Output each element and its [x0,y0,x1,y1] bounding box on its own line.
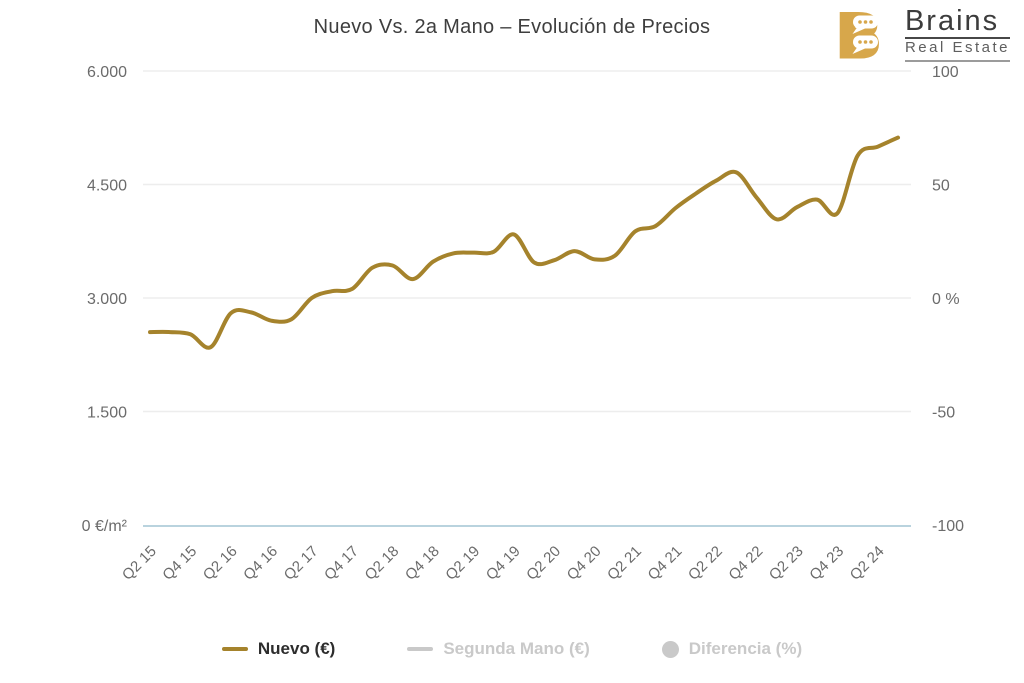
nuevo-line-marker [221,647,248,651]
x-tick-label: Q2 19 [442,543,483,584]
x-tick-label: Q2 21 [604,543,645,584]
x-tick-label: Q2 23 [766,543,807,584]
svg-text:B: B [839,7,880,61]
y-axis-right-label: 100 [932,64,959,81]
x-tick-label: Q4 17 [321,543,362,584]
diferencia-circle-marker [661,640,679,658]
x-tick-label: Q4 21 [645,543,686,584]
legend-item-segunda-mano[interactable]: Segunda Mano (€) [407,639,590,659]
speech-bubble-bottom [852,35,878,55]
x-tick-label: Q4 16 [240,543,281,584]
x-tick-label: Q4 18 [402,543,443,584]
x-tick-label: Q4 22 [725,543,766,584]
y-axis-left-label: 4.500 [87,178,127,195]
logo-name: Brains [904,6,1010,40]
x-tick-label: Q2 24 [847,543,888,584]
y-axis-left-label: 1.500 [87,405,127,422]
nuevo-series-line [148,135,900,350]
x-tick-label: Q2 15 [119,543,160,584]
x-tick-label: Q2 18 [361,543,402,584]
logo-b-icon: B [839,7,883,61]
logo-tagline: Real Estate [904,39,1010,63]
legend-item-nuevo[interactable]: Nuevo (€) [221,639,336,659]
x-tick-label: Q2 20 [523,543,564,584]
x-tick-label: Q4 19 [483,543,524,584]
segunda-mano-line-marker [407,647,434,651]
y-axis-left-label: 6.000 [87,64,127,81]
y-axis-right-label: 0 % [932,291,960,308]
y-axis-right-label: -100 [932,518,964,535]
y-axis-left-label: 0 €/m² [82,518,128,535]
chart-legend: Nuevo (€) Segunda Mano (€) Diferencia (%… [0,639,1024,659]
y-axis-right-label: 50 [932,178,950,195]
price-evolution-chart: 6.000 4.500 3.000 1.500 0 €/m² 100 50 0 % -50 -10… [82,64,964,584]
x-tick-label: Q2 22 [685,543,726,584]
legend-item-diferencia[interactable]: Diferencia (%) [661,639,803,659]
x-tick-label: Q4 23 [806,543,847,584]
y-axis-left-label: 3.000 [87,291,127,308]
legend-label-segunda-mano: Segunda Mano (€) [443,639,590,658]
x-tick-label: Q4 15 [159,543,200,584]
x-tick-label: Q2 17 [281,543,322,584]
brand-logo: B Brains Real Estate [839,6,1010,63]
speech-bubble-top [852,15,878,35]
chart-title: Nuevo Vs. 2a Mano – Evolución de Precios [313,16,711,38]
logo-text: Brains Real Estate [904,6,1010,63]
legend-label-diferencia: Diferencia (%) [688,639,803,658]
x-tick-label: Q4 20 [564,543,605,584]
y-axis-right-label: -50 [932,405,955,422]
x-tick-label: Q2 16 [200,543,241,584]
legend-label-nuevo: Nuevo (€) [257,639,336,658]
